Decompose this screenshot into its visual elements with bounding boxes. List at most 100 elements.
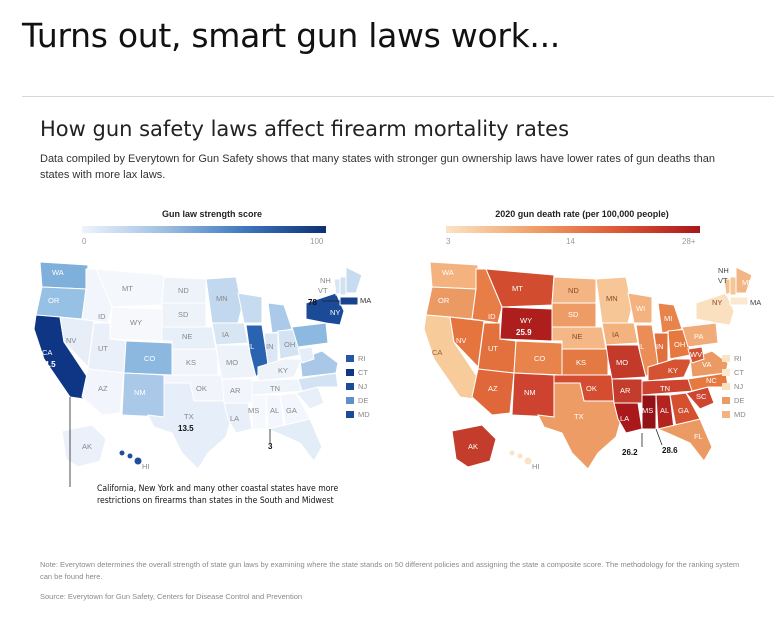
maps-svg: WA OR CA ID MT WY NV UT CO AZ NM ND SD N…	[33, 261, 761, 487]
rlabel-wv: WV	[690, 350, 702, 359]
source-line: Source: Everytown for Gun Safety, Center…	[40, 592, 303, 601]
left-legend-min: 0	[82, 237, 87, 246]
left-legend-ramp	[82, 226, 326, 233]
rstate-fl	[656, 418, 713, 462]
rlabel-md: MD	[734, 410, 746, 419]
label-ma: MA	[360, 296, 371, 305]
left-ne-states-legend	[346, 355, 354, 418]
label-la: LA	[230, 414, 239, 423]
label-oh: OH	[284, 340, 295, 349]
label-nm: NM	[134, 388, 146, 397]
rlabel-ca: CA	[432, 348, 442, 357]
right-state-labels: WA OR CA ID MT WY NV UT CO AZ NM ND SD N…	[432, 266, 761, 471]
rlabel-nd: ND	[568, 286, 579, 295]
right-ne-states-legend	[722, 355, 730, 418]
label-ar: AR	[230, 386, 241, 395]
rstate-wv	[687, 346, 705, 364]
rlabel-mi: MI	[664, 314, 672, 323]
graphic-subhead: Data compiled by Everytown for Gun Safet…	[40, 153, 716, 181]
label-nd: ND	[178, 286, 189, 295]
label-mn: MN	[216, 294, 228, 303]
label-tx: TX	[184, 412, 194, 421]
right-legend-max: 28+	[682, 237, 696, 246]
rlabel-ak: AK	[468, 442, 478, 451]
left-value-ca: 84.5	[40, 360, 56, 369]
left-state-labels: WA OR CA ID MT WY NV UT CO AZ NM ND SD N…	[42, 268, 371, 471]
right-legend-mid: 14	[566, 237, 575, 246]
state-vt	[333, 278, 341, 296]
label-vt: VT	[318, 286, 328, 295]
rlabel-nj: NJ	[734, 382, 743, 391]
rstate-mi	[657, 302, 683, 334]
label-wa: WA	[52, 268, 64, 277]
state-wa	[39, 261, 89, 290]
rstate-ia	[601, 322, 639, 346]
rlabel-nm: NM	[524, 388, 536, 397]
left-legend-title: Gun law strength score	[161, 209, 263, 219]
rstate-az	[471, 368, 515, 416]
rlabel-ar: AR	[620, 386, 631, 395]
rstate-wa	[429, 261, 479, 290]
rlabel-il: IL	[638, 342, 644, 351]
rstate-nh	[729, 276, 737, 296]
rlabel-la: LA	[620, 414, 629, 423]
rstate-mn	[595, 276, 633, 324]
rlabel-de: DE	[734, 396, 744, 405]
rstate-ma	[729, 296, 749, 306]
rstate-hi	[509, 450, 532, 465]
methodology-note: Note: Everytown determines the overall s…	[40, 560, 740, 581]
state-az	[81, 368, 125, 416]
post-title: Turns out, smart gun laws work...	[22, 16, 560, 55]
label-ks: KS	[186, 358, 196, 367]
right-legend-ramp	[446, 226, 700, 233]
label-de: DE	[358, 396, 368, 405]
rlabel-oh: OH	[674, 340, 685, 349]
rlabel-nv: NV	[456, 336, 466, 345]
rlabel-ok: OK	[586, 384, 597, 393]
state-mi	[267, 302, 293, 334]
label-ct: CT	[358, 368, 368, 377]
rlabel-va: VA	[702, 360, 711, 369]
rstate-pa	[681, 322, 719, 348]
rlabel-mo: MO	[616, 358, 628, 367]
rstate-mo	[605, 344, 647, 380]
label-ak: AK	[82, 442, 92, 451]
state-or	[35, 286, 87, 320]
left-legend-max: 100	[310, 237, 324, 246]
state-hi	[119, 450, 142, 465]
rlabel-tn: TN	[660, 384, 670, 393]
infographic-card: How gun safety laws affect firearm morta…	[22, 96, 774, 611]
state-mo	[215, 344, 257, 380]
state-wi	[237, 292, 263, 324]
state-tx	[147, 382, 235, 470]
label-wy: WY	[130, 318, 142, 327]
left-value-ms: 3	[268, 442, 273, 451]
state-wv	[297, 346, 315, 364]
rlabel-ga: GA	[678, 406, 689, 415]
rlabel-al: AL	[660, 406, 669, 415]
label-id: ID	[98, 312, 106, 321]
rlabel-or: OR	[438, 296, 450, 305]
right-legend-title: 2020 gun death rate (per 100,000 people)	[495, 209, 669, 219]
state-me	[345, 266, 363, 294]
state-mn	[205, 276, 243, 324]
right-us-map	[423, 261, 753, 470]
rlabel-ks: KS	[576, 358, 586, 367]
state-ky	[257, 358, 303, 382]
graphic-headline: How gun safety laws affect firearm morta…	[40, 117, 570, 141]
label-az: AZ	[98, 384, 108, 393]
rlabel-nc: NC	[706, 376, 717, 385]
rstate-or	[425, 286, 477, 320]
label-ri: RI	[358, 354, 366, 363]
right-value-la: 26.2	[622, 448, 638, 457]
rlabel-fl: FL	[694, 432, 703, 441]
label-tn: TN	[270, 384, 280, 393]
state-nh	[339, 276, 347, 296]
rstate-la	[613, 402, 643, 434]
rlabel-ct: CT	[734, 368, 744, 377]
label-co: CO	[144, 354, 155, 363]
rstate-ak	[451, 424, 497, 468]
left-value-ma: 78	[308, 298, 317, 307]
rlabel-ma: MA	[750, 298, 761, 307]
rlabel-ia: IA	[612, 330, 619, 339]
